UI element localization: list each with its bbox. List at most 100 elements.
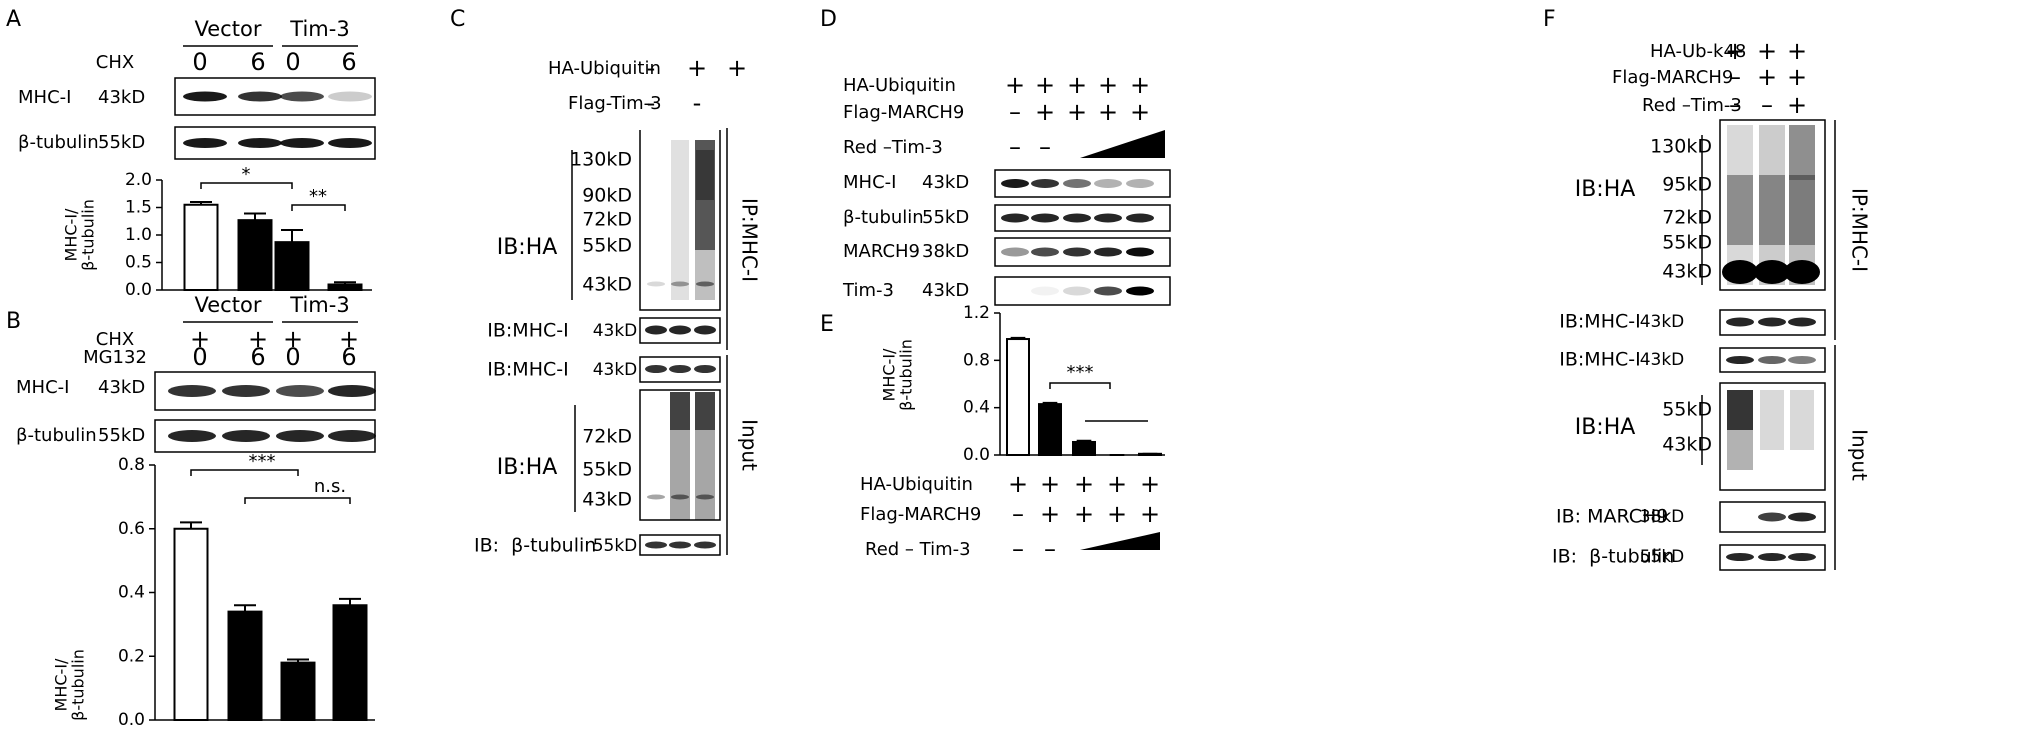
bar [1038, 403, 1062, 457]
annotation: *** [1067, 362, 1094, 383]
gradient-triangle [1080, 130, 1165, 158]
y-tick-label: 2.0 [125, 170, 152, 190]
bar [1072, 440, 1096, 457]
band [1063, 247, 1091, 257]
smear [1727, 175, 1753, 245]
condition-sign: + [1787, 91, 1807, 119]
condition-sign: – [1009, 98, 1021, 126]
condition-name: Red –Tim-3 [843, 137, 943, 158]
band [1788, 356, 1816, 364]
smear [1790, 390, 1814, 450]
blot-name: MHC-I [16, 377, 69, 398]
band [1001, 247, 1029, 257]
blot-size: 43kD [922, 172, 969, 193]
band [1126, 213, 1154, 223]
blot-size: 55kD [922, 207, 969, 228]
y-axis-label: MHC-I/ [880, 348, 899, 402]
blot-size: 55kD [582, 235, 632, 257]
band [694, 325, 716, 335]
blot-box [994, 276, 1171, 306]
condition-sign: + [283, 325, 303, 353]
bracket [244, 497, 351, 504]
band [669, 541, 691, 549]
condition-name: Flag-MARCH9 [843, 102, 964, 123]
error-bar [287, 658, 309, 663]
condition-sign: + [1035, 98, 1055, 126]
y-tick-label: 1.0 [125, 225, 152, 245]
blot-size: 55kD [582, 459, 632, 481]
band [1126, 179, 1154, 188]
blot-size: 55kD [98, 425, 145, 446]
condition-sign: – [1039, 133, 1051, 161]
condition-sign: 0 [285, 48, 300, 76]
condition-sign: – [1761, 91, 1773, 119]
smear [1789, 175, 1815, 245]
band [1094, 213, 1122, 223]
band [645, 365, 667, 373]
condition-sign: + [1040, 470, 1060, 498]
blot-name: IB: MARCH9 [1556, 506, 1668, 528]
blot-size: 130kD [570, 149, 632, 171]
blot-size: 43kD [98, 377, 145, 398]
band [183, 138, 227, 148]
blot-frame [639, 130, 721, 311]
band [1031, 179, 1059, 188]
band [1063, 179, 1091, 188]
condition-sign: + [1725, 37, 1745, 65]
band [669, 365, 691, 373]
smear [1759, 125, 1785, 285]
condition-sign: + [1040, 500, 1060, 528]
y-tick-label: 1.5 [125, 198, 152, 218]
condition-name: Red – Tim-3 [865, 539, 971, 560]
annotation: *** [249, 451, 276, 472]
smear [1727, 390, 1753, 430]
error-bar [281, 229, 303, 243]
bracket [200, 182, 293, 189]
smear [670, 392, 690, 430]
condition-sign: + [1098, 98, 1118, 126]
y-tick-label: 0.4 [118, 583, 145, 603]
condition-sign: + [1787, 37, 1807, 65]
band [1758, 317, 1786, 327]
condition-sign: + [1035, 71, 1055, 99]
blot-name: IB:MHC-I [487, 320, 568, 342]
gradient-triangle [1080, 532, 1160, 550]
blot-name: IB:HA [497, 455, 558, 480]
condition-sign: + [1008, 470, 1028, 498]
smear [695, 140, 715, 250]
band [276, 430, 324, 442]
y-tick-label: 0.0 [125, 280, 152, 300]
band [168, 430, 216, 442]
condition-sign: + [1074, 470, 1094, 498]
bar [237, 219, 273, 291]
y-tick-label: 1.2 [963, 303, 990, 323]
band [238, 138, 282, 148]
blot-name: β-tubulin [16, 425, 97, 446]
y-tick-label: 0.8 [963, 350, 990, 370]
band [1788, 317, 1816, 327]
y-tick-label: 0.0 [963, 445, 990, 465]
condition-sign: + [1140, 500, 1160, 528]
condition-name: Red –Tim-3 [1642, 95, 1742, 116]
smear [696, 150, 714, 200]
band [671, 281, 689, 287]
blot-name: MHC-I [18, 87, 71, 108]
band [696, 494, 714, 500]
smear [1789, 125, 1815, 180]
band [1754, 260, 1790, 284]
annotation: n.s. [314, 476, 346, 497]
condition-sign: + [727, 54, 747, 82]
blot-name: β-tubulin [18, 132, 99, 153]
error-bar [1076, 439, 1092, 442]
y-tick-label: 0.6 [118, 519, 145, 539]
blot-size: 72kD [582, 426, 632, 448]
smear [1759, 175, 1785, 245]
blot-size: 38kD [922, 241, 969, 262]
blot-size: 43kD [582, 274, 632, 296]
condition-sign: + [1140, 470, 1160, 498]
condition-sign: + [1067, 98, 1087, 126]
band [276, 385, 324, 397]
condition-sign: + [1074, 500, 1094, 528]
annotation: * [242, 164, 251, 185]
